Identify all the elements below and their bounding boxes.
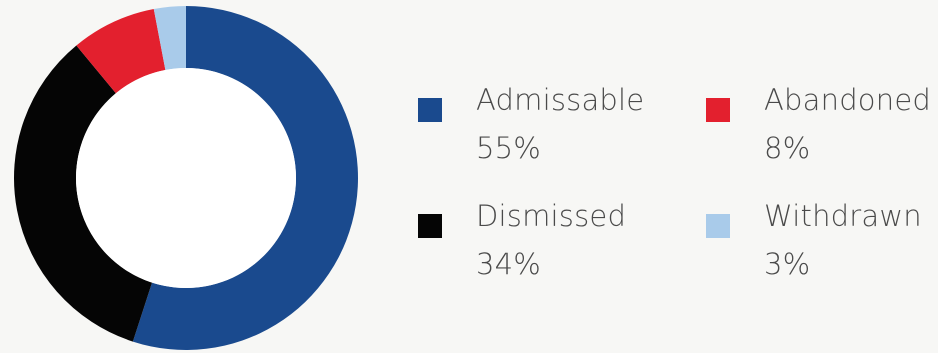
legend-item-abandoned: Abandoned 8%	[706, 76, 931, 172]
legend-item-dismissed: Dismissed 34%	[418, 192, 626, 288]
donut-slice-withdrawn	[153, 6, 186, 70]
legend-label-admissable: Admissable	[476, 83, 645, 117]
legend-label-withdrawn: Withdrawn	[764, 199, 922, 233]
legend-swatch-admissable	[418, 98, 442, 122]
legend-item-withdrawn: Withdrawn 3%	[706, 192, 922, 288]
legend-value-abandoned: 8%	[764, 131, 811, 165]
legend-label-dismissed: Dismissed	[476, 199, 627, 233]
legend-swatch-withdrawn	[706, 214, 730, 238]
legend-label-abandoned: Abandoned	[764, 83, 931, 117]
donut-slice-admissable	[132, 6, 358, 351]
legend-swatch-abandoned	[706, 98, 730, 122]
legend-item-admissable: Admissable 55%	[418, 76, 644, 172]
legend-value-admissable: 55%	[476, 131, 542, 165]
legend-value-withdrawn: 3%	[764, 247, 811, 281]
donut-slice-dismissed	[14, 45, 153, 342]
donut-hole	[76, 68, 296, 288]
legend-swatch-dismissed	[418, 214, 442, 238]
donut-slice-abandoned	[76, 9, 166, 94]
legend-value-dismissed: 34%	[476, 247, 542, 281]
